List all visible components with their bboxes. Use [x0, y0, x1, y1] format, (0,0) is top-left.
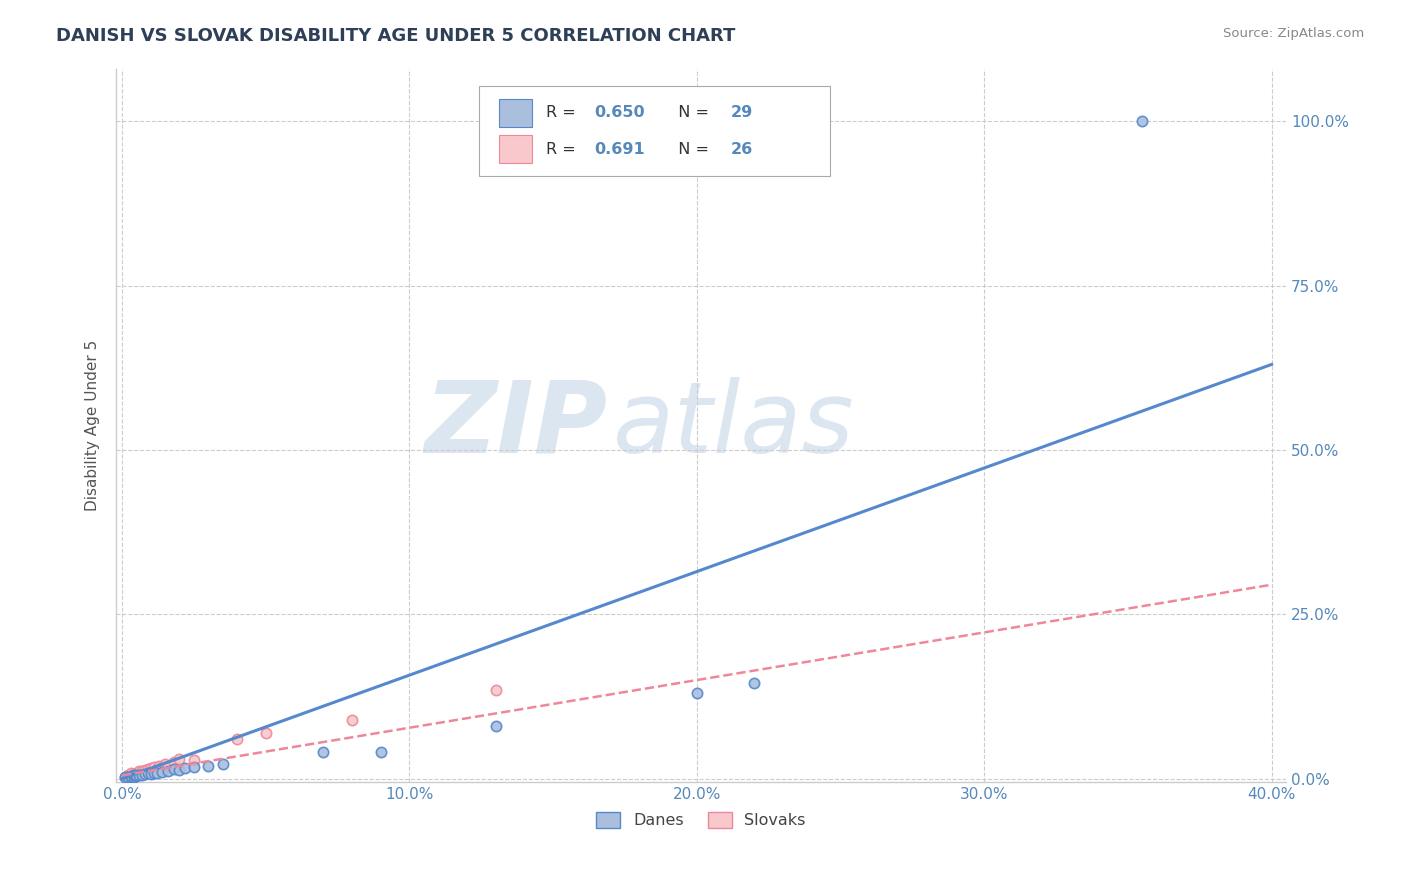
Point — [139, 761, 162, 775]
Point — [169, 763, 191, 777]
Point — [136, 766, 159, 780]
Point — [125, 768, 148, 782]
Point — [128, 765, 150, 780]
Text: R =: R = — [546, 142, 581, 156]
Point — [122, 767, 145, 781]
Point — [183, 753, 205, 767]
Point — [125, 765, 148, 780]
Point — [1130, 114, 1153, 128]
Point — [128, 768, 150, 782]
Point — [128, 764, 150, 778]
Point — [340, 713, 363, 727]
Point — [211, 757, 233, 772]
Text: 26: 26 — [730, 142, 752, 156]
Point — [145, 766, 167, 780]
Bar — [499, 99, 531, 128]
FancyBboxPatch shape — [479, 87, 830, 176]
Text: 29: 29 — [730, 105, 752, 120]
Y-axis label: Disability Age Under 5: Disability Age Under 5 — [86, 340, 100, 511]
Point — [120, 766, 142, 780]
Point — [120, 768, 142, 782]
Point — [150, 765, 173, 780]
Point — [120, 769, 142, 783]
Point — [183, 760, 205, 774]
Point — [131, 764, 153, 779]
Point — [114, 770, 136, 784]
Point — [370, 746, 392, 760]
Bar — [499, 135, 531, 163]
Point — [120, 771, 142, 785]
Point — [163, 756, 186, 770]
Point — [142, 765, 165, 780]
Point — [150, 760, 173, 774]
Text: N =: N = — [668, 142, 714, 156]
Point — [197, 758, 219, 772]
Point — [148, 758, 170, 772]
Text: ZIP: ZIP — [425, 376, 607, 474]
Text: atlas: atlas — [613, 376, 855, 474]
Point — [686, 686, 709, 700]
Point — [163, 762, 186, 776]
Point — [153, 757, 176, 772]
Point — [156, 758, 179, 772]
Point — [134, 767, 156, 781]
Point — [139, 767, 162, 781]
Point — [134, 763, 156, 777]
Point — [254, 725, 277, 739]
Point — [117, 769, 139, 783]
Point — [485, 682, 508, 697]
Text: 0.691: 0.691 — [595, 142, 645, 156]
Legend: Danes, Slovaks: Danes, Slovaks — [591, 805, 813, 835]
Point — [174, 761, 197, 775]
Point — [142, 760, 165, 774]
Point — [125, 769, 148, 783]
Point — [122, 770, 145, 784]
Point — [122, 768, 145, 782]
Point — [226, 732, 249, 747]
Point — [156, 764, 179, 778]
Point — [117, 770, 139, 784]
Point — [169, 752, 191, 766]
Point — [131, 768, 153, 782]
Point — [117, 768, 139, 782]
Point — [136, 762, 159, 776]
Text: N =: N = — [668, 105, 714, 120]
Text: DANISH VS SLOVAK DISABILITY AGE UNDER 5 CORRELATION CHART: DANISH VS SLOVAK DISABILITY AGE UNDER 5 … — [56, 27, 735, 45]
Text: R =: R = — [546, 105, 581, 120]
Point — [145, 762, 167, 776]
Point — [312, 746, 335, 760]
Point — [485, 719, 508, 733]
Point — [742, 676, 765, 690]
Text: 0.650: 0.650 — [595, 105, 645, 120]
Point — [114, 771, 136, 785]
Text: Source: ZipAtlas.com: Source: ZipAtlas.com — [1223, 27, 1364, 40]
